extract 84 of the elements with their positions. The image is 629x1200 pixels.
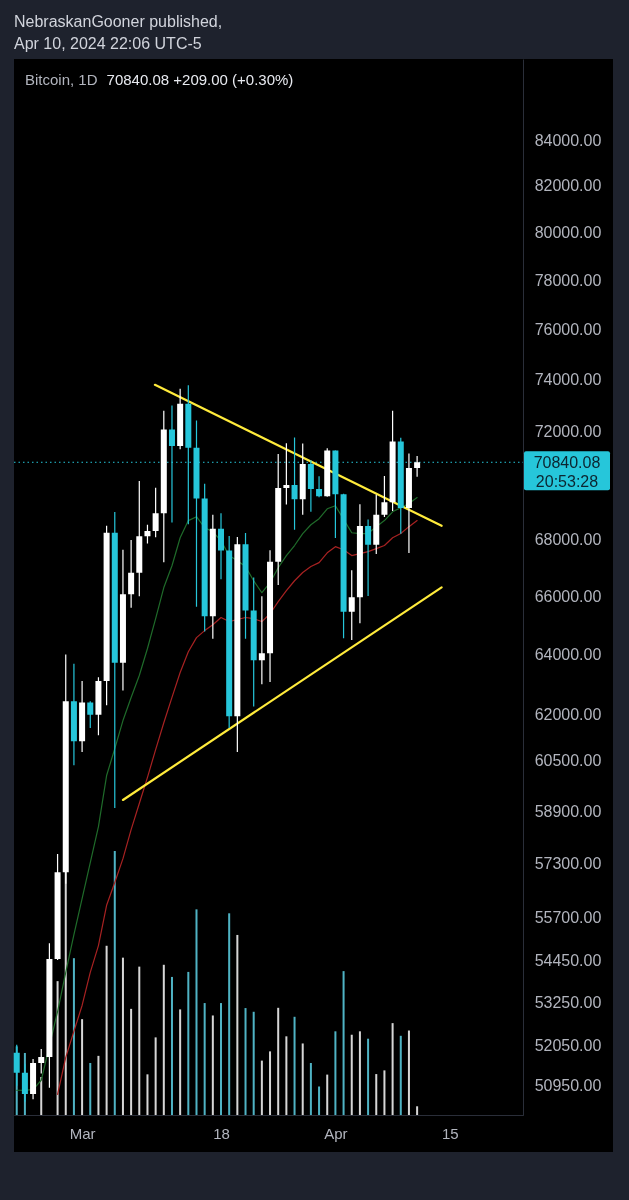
y-tick-label: 82000.00 [534, 177, 602, 195]
candlestick [119, 549, 126, 691]
bar [146, 1074, 149, 1115]
bar [97, 1055, 100, 1115]
y-tick-label: 50950.00 [534, 1077, 602, 1095]
bar [269, 1051, 272, 1115]
chart-title: NebraskanGooner published, [14, 13, 223, 30]
y-tick-label: 72000.00 [534, 423, 602, 441]
bar [64, 869, 67, 1115]
bar [89, 1062, 92, 1115]
ref-line-label: 70840.08 [533, 454, 601, 472]
bar [342, 971, 345, 1115]
bar [309, 1062, 312, 1115]
bar [383, 1070, 386, 1115]
y-tick-label: 74000.00 [534, 371, 602, 389]
y-tick-label: 84000.00 [534, 131, 602, 149]
y-tick-label: 66000.00 [534, 587, 602, 605]
x-tick-label: 15 [441, 1124, 459, 1142]
bar [301, 1043, 304, 1115]
bar [350, 1034, 353, 1115]
bar [252, 1011, 255, 1115]
bar [399, 1035, 402, 1115]
y-tick-label: 78000.00 [534, 271, 602, 289]
bar [326, 1074, 329, 1115]
y-tick-label: 57300.00 [534, 855, 602, 873]
bar [285, 1036, 288, 1115]
bar [138, 966, 141, 1115]
bar [130, 1008, 133, 1115]
candlestick [365, 519, 372, 596]
y-tick-label: 80000.00 [534, 223, 602, 241]
x-tick-label: 18 [213, 1124, 230, 1142]
bar [244, 1008, 247, 1115]
bar [293, 1016, 296, 1115]
x-tick-label: Mar [69, 1124, 96, 1142]
bar [391, 1023, 394, 1115]
bar [113, 851, 116, 1115]
bar [203, 1003, 206, 1115]
bar [375, 1074, 378, 1115]
candlestick [168, 405, 175, 523]
bar [40, 1076, 43, 1115]
candlestick [218, 513, 224, 580]
bar [334, 1031, 337, 1115]
bar [416, 1106, 419, 1115]
y-tick-label: 68000.00 [534, 531, 602, 549]
bar [72, 958, 75, 1115]
bar [195, 909, 198, 1115]
candlestick [405, 453, 412, 554]
bar [56, 981, 59, 1115]
y-tick-label: 54450.00 [534, 951, 602, 969]
bar [187, 971, 190, 1115]
bar [211, 1015, 214, 1115]
bar [358, 1031, 361, 1115]
y-tick-label: 58900.00 [534, 803, 602, 821]
y-tick-label: 53250.00 [534, 993, 602, 1011]
candlestick [316, 476, 323, 498]
bar [236, 934, 239, 1115]
bar [277, 1007, 280, 1115]
y-tick-label: 55700.00 [534, 908, 602, 926]
bar [162, 964, 165, 1115]
x-tick-label: Apr [324, 1124, 348, 1142]
y-tick-label: 52050.00 [534, 1037, 602, 1055]
candlestick [79, 680, 86, 753]
bar [121, 957, 124, 1115]
chart-subtitle: Apr 10, 2024 22:06 UTC-5 [14, 35, 202, 52]
bar [105, 945, 108, 1115]
y-tick-label: 76000.00 [534, 320, 602, 338]
y-tick-label: 62000.00 [534, 706, 602, 724]
bar [367, 1038, 370, 1115]
bar [318, 1086, 321, 1115]
bar [81, 1019, 84, 1115]
text: 20:53:28 [535, 473, 599, 491]
bar [407, 1030, 410, 1115]
bar [228, 913, 231, 1115]
annotation: 70840.08 +209.00 (+0.30%) [106, 71, 294, 88]
bar [220, 1003, 223, 1115]
bar [179, 1009, 182, 1115]
bar [154, 1037, 157, 1115]
bar [260, 1060, 263, 1115]
bar [170, 976, 173, 1115]
y-tick-label: 64000.00 [534, 646, 602, 663]
candlestick [70, 663, 77, 766]
candlestick [356, 504, 363, 624]
y-tick-label: 60500.00 [534, 752, 602, 770]
annotation: Bitcoin, 1D [25, 71, 98, 88]
